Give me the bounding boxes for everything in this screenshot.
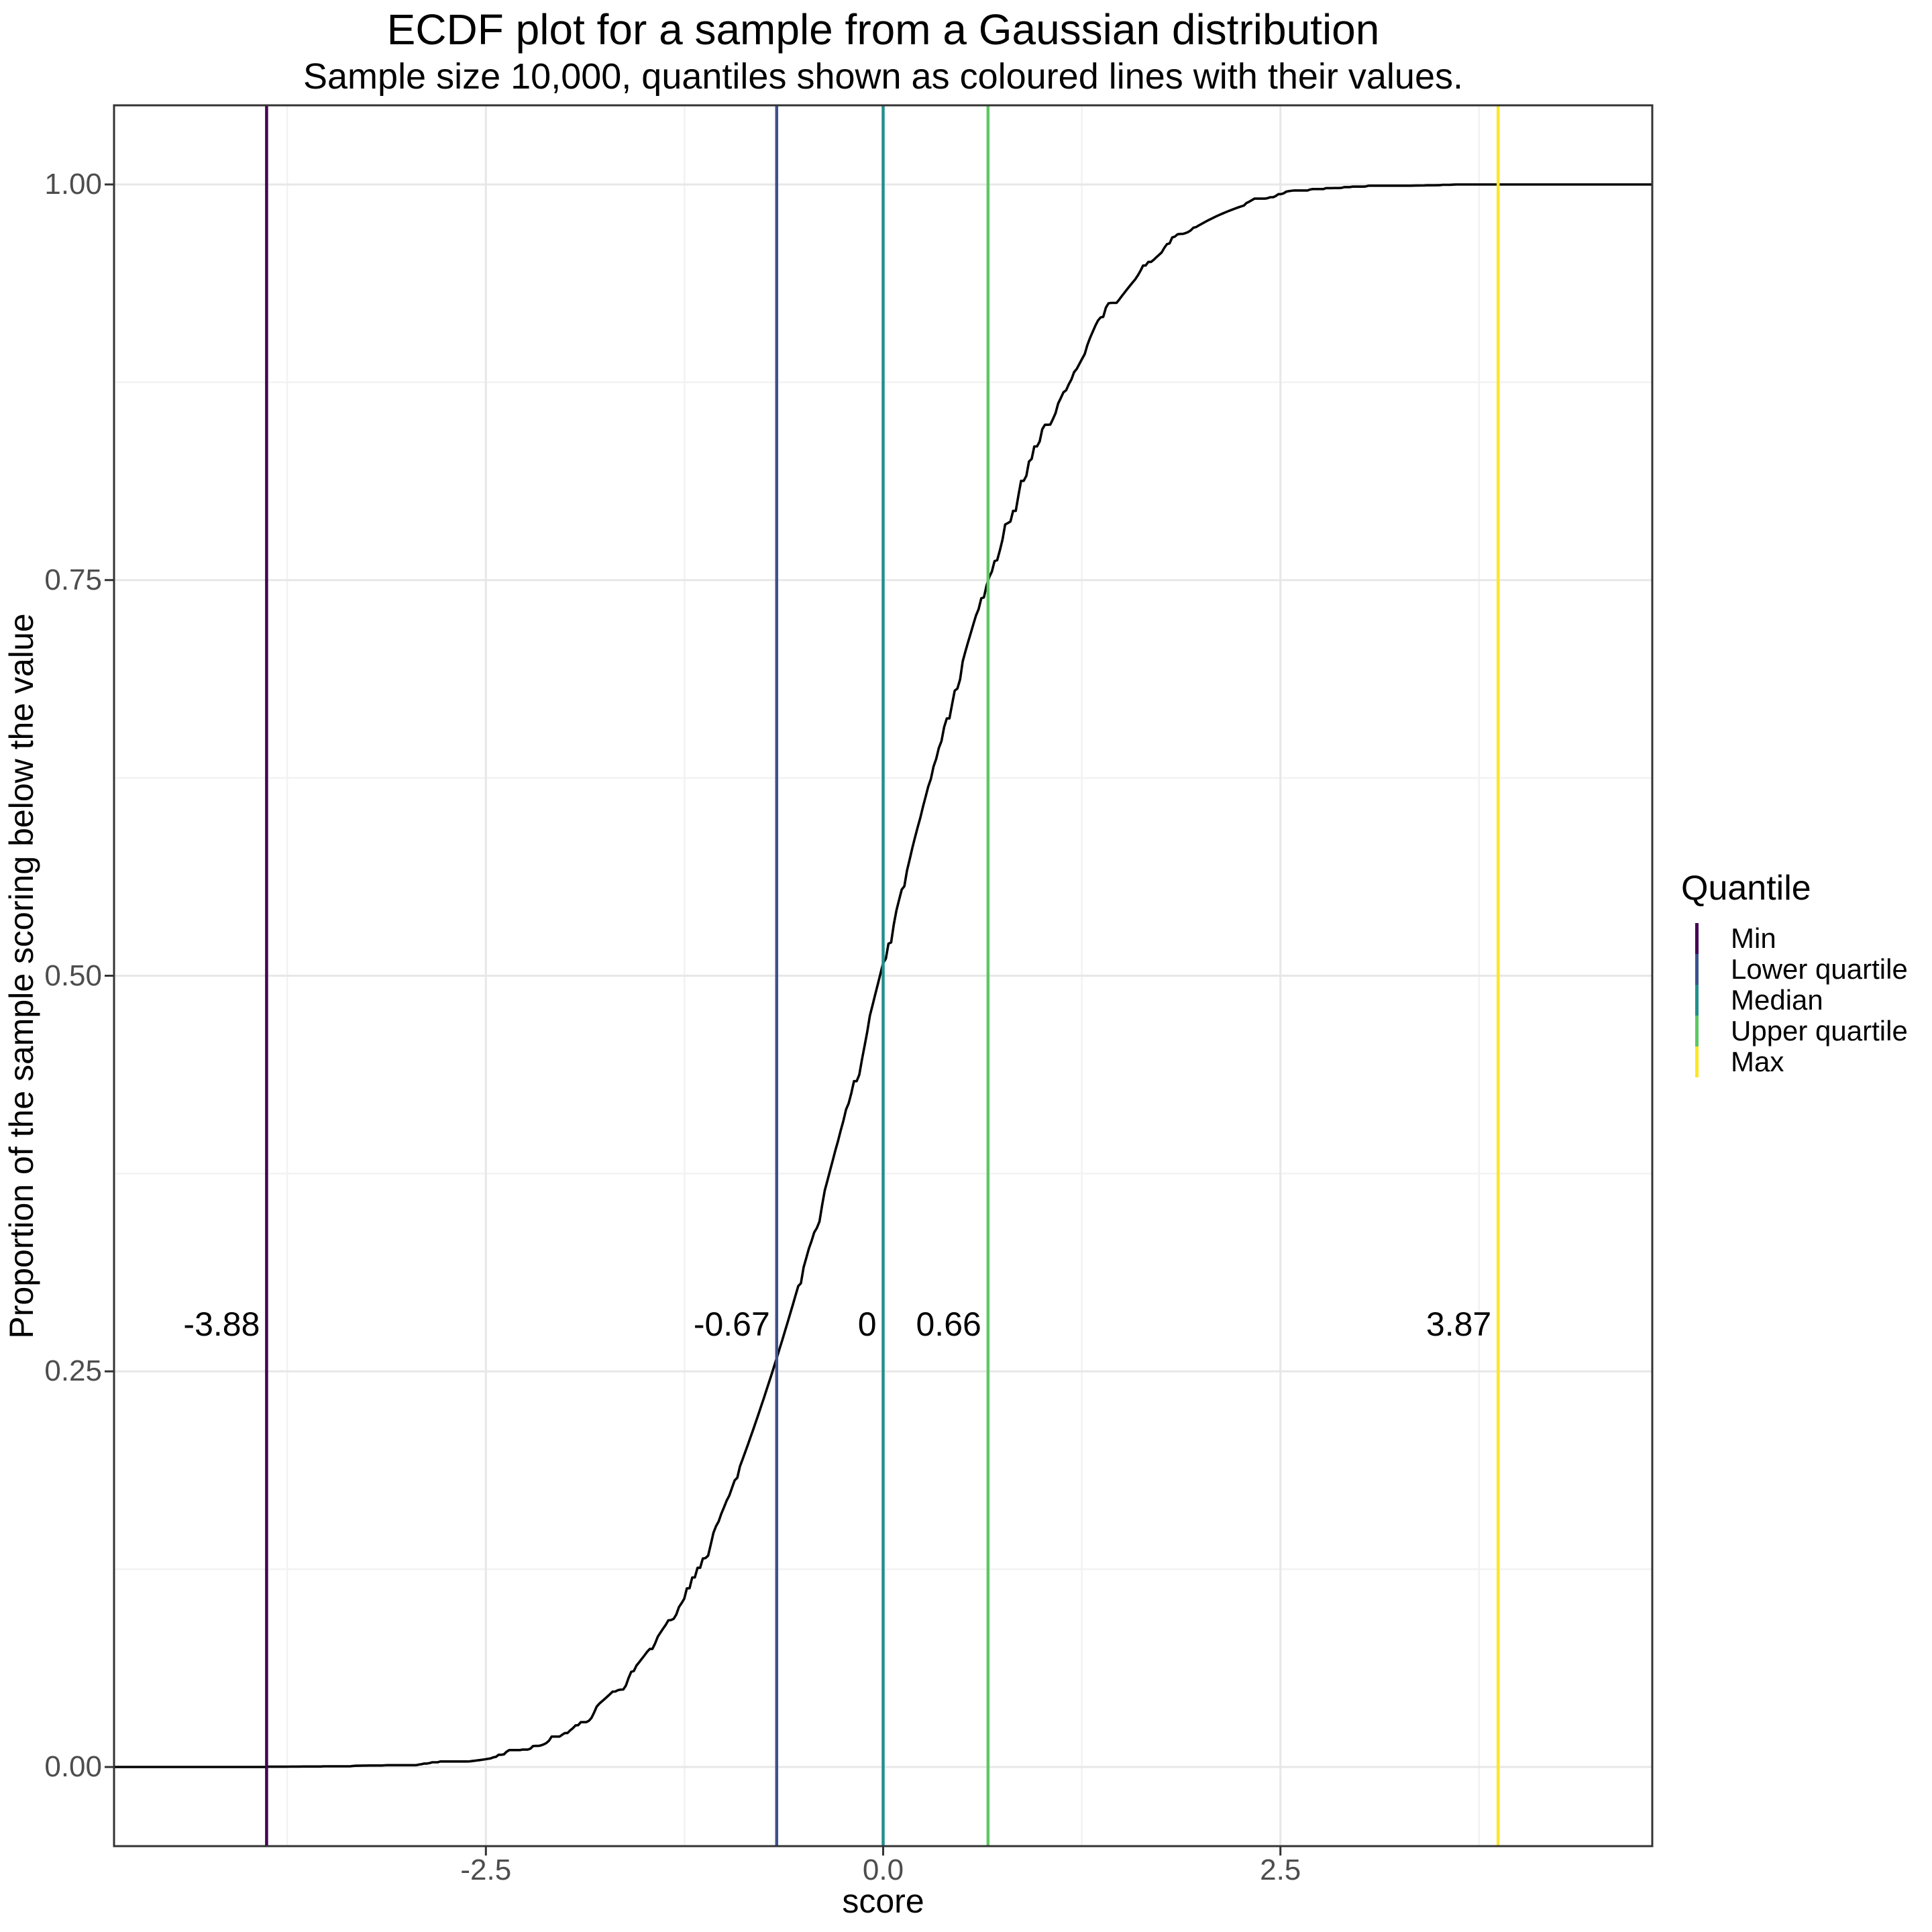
quantile-value-label: -0.67	[693, 1305, 770, 1343]
quantile-value-label: 3.87	[1426, 1305, 1492, 1343]
legend-entry-label: Min	[1731, 922, 1776, 954]
legend-entry-label: Lower quartile	[1731, 953, 1908, 985]
y-tick-label: 0.25	[44, 1354, 102, 1388]
quantile-value-label: 0	[857, 1305, 877, 1343]
x-tick-label: -2.5	[460, 1854, 512, 1886]
plot-title: ECDF plot for a sample from a Gaussian d…	[386, 5, 1380, 54]
legend-entry-label: Max	[1731, 1046, 1784, 1077]
x-tick-label: 2.5	[1260, 1854, 1301, 1886]
legend-key-line-icon	[1695, 1016, 1699, 1046]
x-axis-title: score	[842, 1882, 924, 1920]
legend: Quantile Min Lower quartile Median Upper qu…	[1681, 868, 1908, 1077]
x-tick-label: 0.0	[862, 1854, 904, 1886]
legend-key-line-icon	[1695, 985, 1699, 1016]
legend-entry: Lower quartile	[1681, 954, 1908, 985]
legend-key-line-icon	[1695, 923, 1699, 954]
plot-subtitle: Sample size 10,000, quantiles shown as c…	[303, 56, 1463, 97]
legend-entry: Median	[1681, 985, 1908, 1016]
quantile-value-label: 0.66	[916, 1305, 981, 1343]
legend-entry-label: Median	[1731, 984, 1823, 1016]
y-tick-label: 0.00	[44, 1750, 102, 1784]
legend-key-line-icon	[1695, 1046, 1699, 1077]
y-tick-label: 0.75	[44, 563, 102, 596]
y-tick-label: 1.00	[44, 167, 102, 201]
legend-entry: Min	[1681, 923, 1908, 954]
legend-entries: Min Lower quartile Median Upper quartile Max	[1681, 923, 1908, 1077]
legend-entry: Upper quartile	[1681, 1016, 1908, 1046]
legend-title: Quantile	[1681, 869, 1811, 908]
legend-entry: Max	[1681, 1046, 1908, 1077]
quantile-value-label: -3.88	[183, 1305, 260, 1343]
y-tick-label: 0.50	[44, 959, 102, 992]
legend-entry-label: Upper quartile	[1731, 1015, 1908, 1046]
legend-key-line-icon	[1695, 954, 1699, 985]
